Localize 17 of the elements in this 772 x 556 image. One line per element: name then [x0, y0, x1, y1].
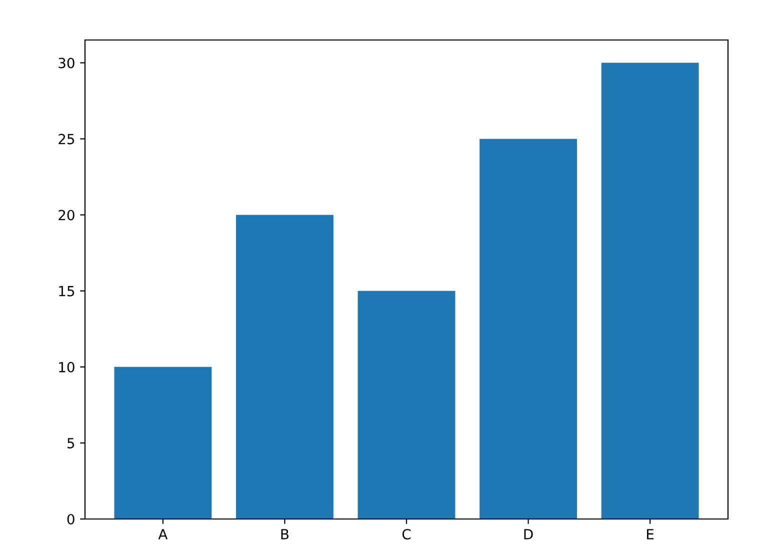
- bar: [601, 62, 699, 519]
- y-tick-label: 5: [68, 438, 74, 448]
- x-tick-label: A: [158, 529, 168, 540]
- y-tick-label: 30: [58, 58, 74, 68]
- x-tick-label: C: [402, 528, 411, 540]
- bar: [480, 138, 577, 519]
- y-tick-label: 10: [59, 362, 74, 372]
- y-tick-label: 25: [58, 134, 74, 144]
- y-tick-label: 0: [67, 514, 74, 524]
- bar: [114, 366, 212, 519]
- y-tick-label: 15: [59, 286, 74, 296]
- y-tick-label: 20: [58, 210, 74, 220]
- bar: [236, 214, 334, 519]
- x-tick-label: E: [647, 529, 654, 540]
- x-tick-label: D: [524, 529, 533, 540]
- x-tick-label: B: [281, 529, 288, 540]
- bar: [358, 290, 456, 519]
